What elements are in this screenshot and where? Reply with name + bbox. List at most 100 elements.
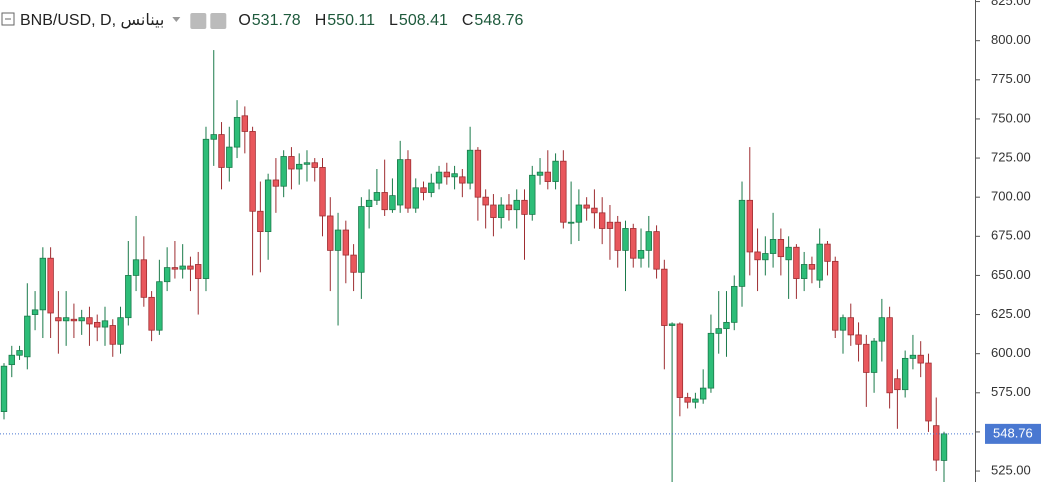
candle-body (707, 332, 715, 389)
legend-value: 508.41 (399, 12, 448, 29)
candle-body (630, 228, 637, 259)
candle-body (179, 265, 186, 270)
candle-body (699, 387, 707, 400)
candle-body (428, 182, 435, 193)
settings-button[interactable] (210, 13, 227, 29)
candle-body (296, 163, 303, 170)
candle-body (832, 260, 839, 331)
candle-body (187, 265, 194, 270)
candle-body (334, 229, 342, 251)
candle-body (272, 179, 280, 187)
candle-body (16, 350, 23, 356)
candle-body (886, 317, 893, 394)
candle-body (156, 281, 163, 331)
candle-body (109, 325, 116, 345)
symbol-title: BNB/USD, D, بينانس (20, 12, 164, 30)
candle-body (591, 207, 598, 214)
candle-body (560, 160, 567, 223)
candle-body (404, 159, 412, 209)
candle-body (645, 231, 652, 251)
y-tick-label: 750.00 (991, 110, 1031, 125)
candle-body (62, 317, 70, 322)
candle-body (583, 204, 590, 209)
candle-body (746, 199, 753, 253)
y-tick-label: 775.00 (991, 71, 1031, 86)
candle-body (925, 362, 932, 422)
candle-body (855, 334, 862, 345)
candle-body (233, 116, 241, 148)
candle-body (397, 159, 404, 206)
candle-body (24, 315, 31, 358)
y-tick-label: 525.00 (991, 462, 1031, 477)
candle-body (148, 296, 155, 331)
legend-label: C (462, 12, 474, 29)
y-tick-label: 575.00 (991, 384, 1031, 399)
candle-body (606, 221, 614, 229)
candle-body (769, 239, 777, 254)
candle-body (544, 171, 551, 182)
candle-body (863, 343, 870, 373)
candle-body (785, 246, 792, 261)
candle-body (684, 397, 691, 403)
y-tick-label: 725.00 (991, 149, 1031, 164)
candle-body (762, 253, 769, 261)
candle-body (140, 259, 148, 298)
candle-body (909, 354, 917, 359)
ohlc-legend: O 531.78 H 550.11 L 508.41 C 548.76 (238, 12, 523, 29)
legend-value: 531.78 (252, 12, 301, 29)
candle-body (668, 323, 676, 326)
candle-body (132, 259, 140, 276)
visibility-button[interactable] (190, 13, 207, 29)
candle-body (661, 268, 668, 326)
candle-body (793, 246, 800, 279)
candle-body (808, 264, 816, 270)
y-tick-label: 600.00 (991, 345, 1031, 360)
legend-value: 550.11 (327, 12, 375, 29)
candle-body (435, 171, 443, 184)
candle-body (933, 425, 940, 461)
candle-body (536, 171, 544, 176)
candle-body (692, 398, 699, 403)
candle-body (358, 206, 365, 273)
candle-body (676, 323, 684, 398)
candle-body (264, 179, 272, 233)
candle-body (497, 204, 505, 218)
last-price-label: 548.76 (993, 425, 1033, 440)
legend-label: O (238, 12, 250, 29)
candle-body (373, 192, 381, 201)
candle-body (288, 156, 295, 170)
candle-body (257, 210, 264, 233)
candle-body (443, 171, 451, 178)
candle-body (171, 267, 179, 270)
candle-body (8, 354, 15, 366)
candle-body (575, 204, 583, 223)
legend-label: L (389, 12, 398, 29)
dropdown-caret[interactable] (172, 17, 181, 22)
candle-body (226, 146, 233, 168)
y-tick-label: 675.00 (991, 228, 1031, 243)
candle-body (800, 264, 808, 279)
candle-body (94, 321, 101, 328)
candle-body (482, 196, 489, 206)
candle-body (78, 317, 85, 322)
candle-body (466, 149, 474, 184)
last-price-tag (985, 423, 1041, 444)
candle-body (614, 221, 621, 251)
candle-body (901, 357, 909, 391)
candle-body (303, 162, 311, 165)
candle-body (847, 317, 854, 336)
candle-body (412, 187, 419, 209)
candle-body (505, 204, 513, 211)
candle-body (47, 257, 54, 314)
candle-body (280, 156, 287, 187)
candle-body (816, 243, 823, 281)
candle-body (31, 309, 39, 315)
y-tick-label: 625.00 (991, 306, 1031, 321)
price-axis: 525.00550.00575.00600.00625.00650.00675.… (975, 0, 1041, 477)
candle-body (365, 199, 373, 207)
candle-body (319, 167, 326, 217)
candle-body (70, 318, 78, 322)
candle-body (513, 199, 520, 211)
legend-value: 548.76 (474, 12, 523, 29)
candle-body (0, 365, 8, 412)
